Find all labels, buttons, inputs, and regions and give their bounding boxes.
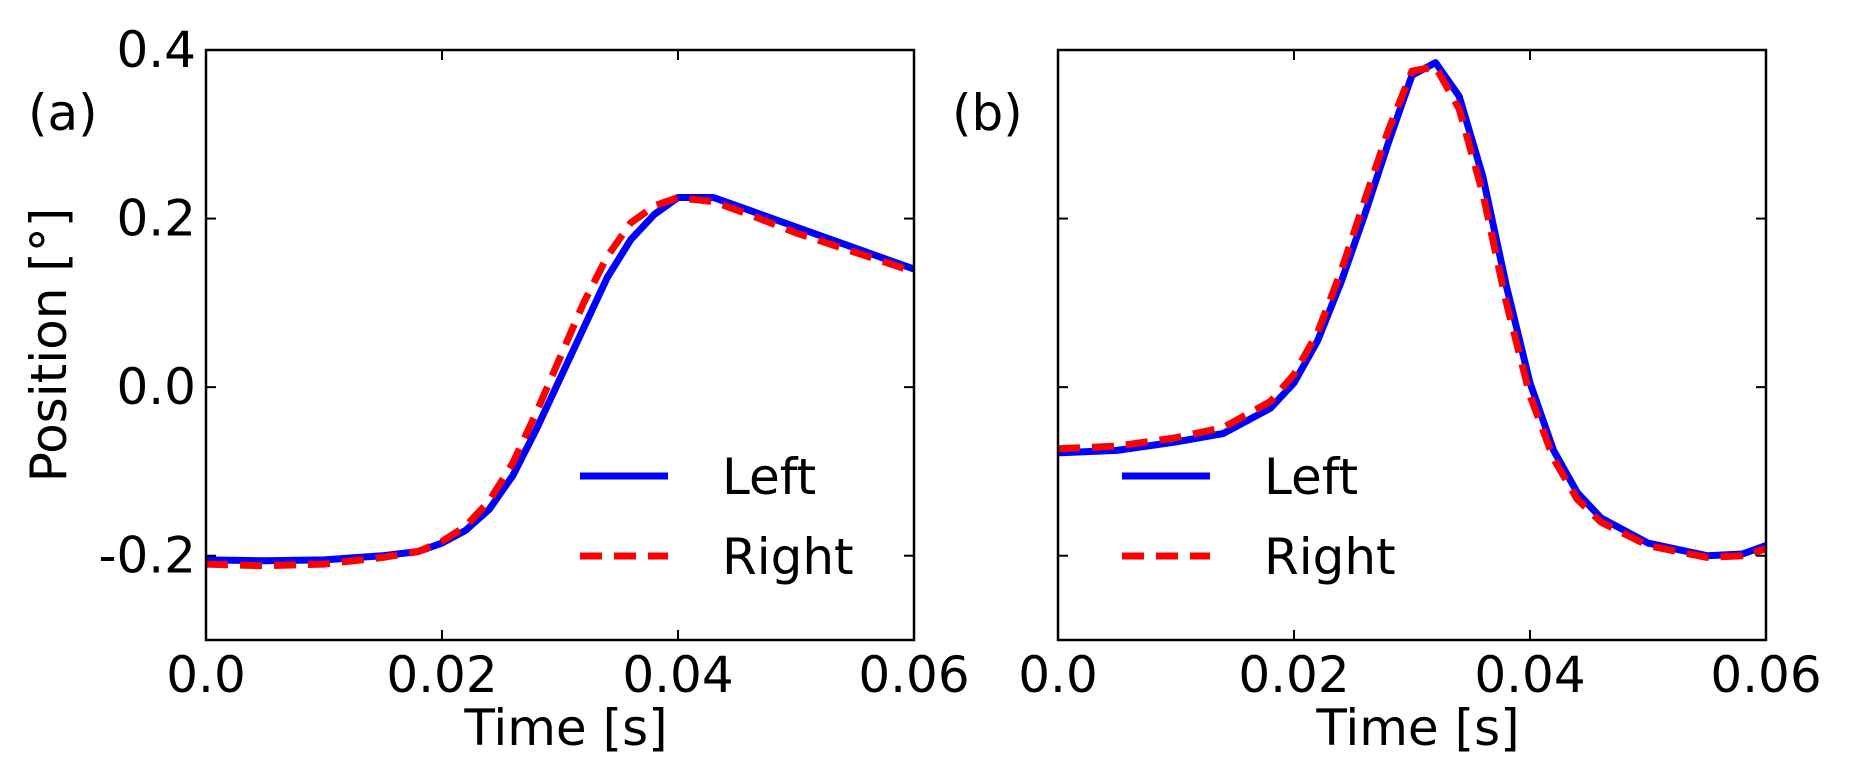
panel-a-xtick-label-0: 0.0	[166, 646, 246, 704]
panel-b-legend-right-label: Right	[1264, 528, 1396, 586]
panel-b-legend: Left Right	[1122, 448, 1396, 586]
panel-a-series-right-line	[205, 194, 916, 570]
panel-a-ticks: 0.0 0.02 0.04 0.06 -0.2 0.0 0.2 0.4	[98, 21, 969, 704]
panel-b-frame	[1056, 48, 1768, 642]
panel-a-ytick-label-3: 0.4	[116, 21, 196, 79]
panel-b-xtick-label-1: 0.02	[1238, 646, 1349, 704]
panel-a-series-layer	[205, 194, 916, 570]
panel-a-xtick-label-2: 0.04	[622, 646, 733, 704]
panel-b-series-left-line	[1057, 59, 1768, 560]
panel-b-xtick-label-3: 0.06	[1710, 646, 1821, 704]
panel-a-ylabel: Position [°]	[20, 208, 78, 483]
panel-b: 0.0 0.02 0.04 0.06 (b) Time [s] Left Right	[952, 48, 1822, 757]
panel-b-ticks: 0.0 0.02 0.04 0.06	[1018, 49, 1822, 704]
panel-a: 0.0 0.02 0.04 0.06 -0.2 0.0 0.2 0.4 (a) Positio…	[20, 21, 970, 757]
panel-a-xlabel: Time [s]	[463, 699, 667, 757]
panel-b-series-layer	[1057, 59, 1768, 561]
panel-b-xtick-label-0: 0.0	[1018, 646, 1098, 704]
panel-b-xtick-label-2: 0.04	[1474, 646, 1585, 704]
panel-a-ytick-label-0: -0.2	[98, 527, 196, 585]
panel-a-ytick-label-1: 0.0	[116, 358, 196, 416]
panel-b-label: (b)	[952, 84, 1023, 142]
panel-a-xtick-label-1: 0.02	[386, 646, 497, 704]
panel-a-legend-left-label: Left	[722, 448, 816, 506]
panel-b-xlabel: Time [s]	[1315, 699, 1519, 757]
panel-b-legend-left-label: Left	[1264, 448, 1358, 506]
panel-a-xtick-label-3: 0.06	[858, 646, 969, 704]
panel-a-ytick-label-2: 0.2	[116, 190, 196, 248]
panel-a-legend: Left Right	[580, 448, 854, 586]
panel-a-label: (a)	[28, 84, 98, 142]
panel-a-legend-right-label: Right	[722, 528, 854, 586]
panel-a-frame	[204, 48, 916, 642]
